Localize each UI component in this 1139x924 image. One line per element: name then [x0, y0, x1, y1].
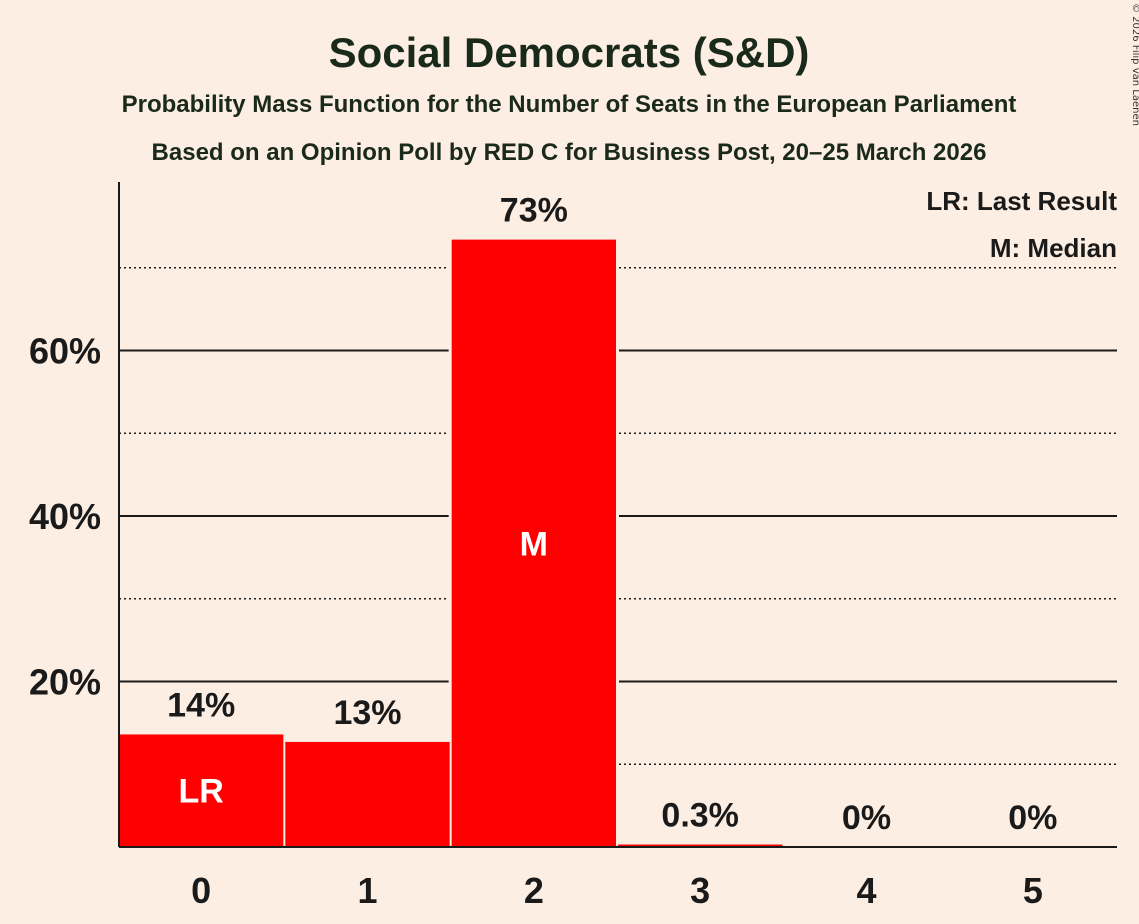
x-tick-label: 4 [856, 870, 876, 911]
y-tick-label: 20% [29, 662, 101, 703]
value-label: 14% [167, 686, 235, 724]
y-tick-label: 40% [29, 496, 101, 537]
chart-subtitle-2: Based on an Opinion Poll by RED C for Bu… [152, 139, 987, 166]
legend-median: M: Median [990, 233, 1117, 263]
bars [116, 236, 786, 848]
chart-title: Social Democrats (S&D) [329, 29, 810, 76]
bar-seat-2 [451, 239, 616, 848]
value-label: 13% [333, 694, 401, 732]
x-tick-label: 1 [357, 870, 377, 911]
bar-seat-1 [285, 741, 450, 847]
y-tick-label: 60% [29, 331, 101, 372]
value-label: 0.3% [661, 797, 739, 835]
bar-marker-m: M [520, 525, 548, 563]
bar-halo [615, 841, 786, 847]
x-tick-label: 0 [191, 870, 211, 911]
chart-subtitle-1: Probability Mass Function for the Number… [122, 91, 1017, 118]
x-tick-label: 2 [524, 870, 544, 911]
x-tick-label: 5 [1023, 870, 1043, 911]
x-tick-label: 3 [690, 870, 710, 911]
bar-seat-0 [119, 734, 284, 847]
copyright-text: © 2026 Filip van Laenen [1130, 3, 1139, 126]
axes [118, 182, 1117, 848]
legend-last-result: LR: Last Result [926, 186, 1117, 216]
bar-marker-lr: LR [179, 773, 224, 811]
value-label: 73% [500, 192, 568, 230]
value-label: 0% [842, 799, 891, 837]
bar-seat-3 [618, 844, 783, 847]
value-label: 0% [1008, 799, 1057, 837]
